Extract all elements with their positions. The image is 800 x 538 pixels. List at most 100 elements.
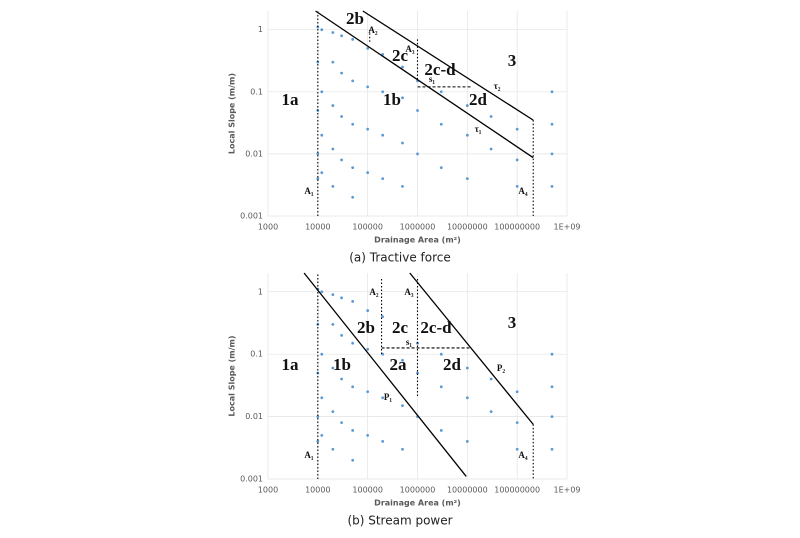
annotation: 1a [282, 90, 300, 109]
annotation: 2c [392, 318, 409, 337]
point [320, 433, 324, 437]
point [340, 377, 344, 381]
point [351, 429, 355, 432]
x-tick-label: 100000000 [494, 486, 540, 495]
point [316, 152, 320, 156]
x-tick-label: 1E+09 [553, 223, 580, 232]
point [351, 166, 355, 170]
point [550, 90, 554, 94]
annotation: A₂ [368, 25, 377, 35]
point [401, 65, 404, 69]
point [439, 385, 443, 389]
point [320, 352, 324, 356]
point [366, 127, 370, 131]
point [489, 410, 493, 414]
point [416, 371, 419, 375]
reference-line [315, 10, 534, 159]
point [320, 171, 324, 174]
point [331, 410, 335, 414]
y-tick-label: 1 [258, 287, 263, 296]
x-axis-title: Drainage Area (m²) [374, 499, 461, 508]
point [331, 323, 335, 326]
point [316, 60, 320, 64]
x-tick-label: 10000 [305, 223, 330, 232]
annotation: 2c-d [424, 60, 456, 79]
point [340, 296, 344, 300]
x-tick-label: 1000 [258, 223, 278, 232]
annotation: 1b [383, 90, 401, 109]
point [320, 396, 324, 400]
annotation: 3 [508, 313, 517, 332]
point [550, 415, 554, 418]
point [401, 447, 404, 451]
point [515, 421, 519, 425]
annotation: 2d [469, 90, 488, 109]
point [416, 152, 419, 156]
point [316, 177, 320, 181]
annotation: 2d [443, 355, 462, 374]
x-tick-label: 1000000 [400, 486, 436, 495]
point [465, 396, 469, 400]
point [320, 133, 324, 137]
point [401, 404, 404, 408]
annotation: 1a [282, 355, 300, 374]
point [316, 25, 320, 29]
point [439, 429, 443, 432]
point [401, 96, 404, 100]
reference-line [303, 272, 467, 477]
point [381, 133, 385, 137]
point [515, 127, 519, 131]
point [416, 109, 419, 112]
point [351, 122, 355, 126]
annotation: A₄ [518, 450, 527, 460]
y-axis-title: Local Slope (m/m) [228, 335, 237, 416]
point [351, 195, 355, 199]
annotation: 2a [390, 355, 408, 374]
point [550, 352, 554, 356]
point [465, 440, 469, 443]
point [331, 293, 335, 297]
annotation: 2b [357, 318, 375, 337]
annotation: 2b [346, 9, 364, 28]
annotation: A₁ [304, 450, 313, 460]
point [366, 347, 370, 351]
y-tick-label: 0.1 [250, 87, 263, 96]
annotation: s₁ [406, 337, 413, 347]
x-tick-label: 1000000 [400, 223, 436, 232]
x-tick-label: 1000 [258, 486, 278, 495]
point [351, 385, 355, 389]
point [439, 90, 443, 94]
caption: (a) Tractive force [349, 251, 451, 265]
point [381, 440, 385, 443]
point [439, 166, 443, 170]
point [489, 377, 493, 381]
point [366, 46, 370, 50]
point [331, 147, 335, 151]
point [401, 327, 404, 331]
point [439, 352, 443, 356]
point [366, 309, 370, 312]
x-tick-label: 100000 [352, 486, 383, 495]
annotation: P₂ [497, 363, 505, 373]
x-tick-label: 100000 [352, 223, 383, 232]
annotation: A₄ [518, 186, 527, 196]
point [366, 390, 370, 394]
point [550, 447, 554, 451]
point [331, 366, 335, 370]
annotation: τ₁ [475, 124, 482, 134]
point [401, 184, 404, 188]
point [366, 171, 370, 174]
point [351, 79, 355, 83]
point [340, 421, 344, 425]
annotation: A₂ [369, 287, 378, 297]
y-tick-label: 0.01 [245, 149, 263, 158]
point [351, 341, 355, 345]
point [465, 177, 469, 181]
point [401, 358, 404, 362]
point [381, 177, 385, 181]
x-tick-label: 1E+09 [553, 486, 580, 495]
point [316, 440, 320, 443]
point [331, 184, 335, 188]
x-tick-label: 100000000 [494, 223, 540, 232]
